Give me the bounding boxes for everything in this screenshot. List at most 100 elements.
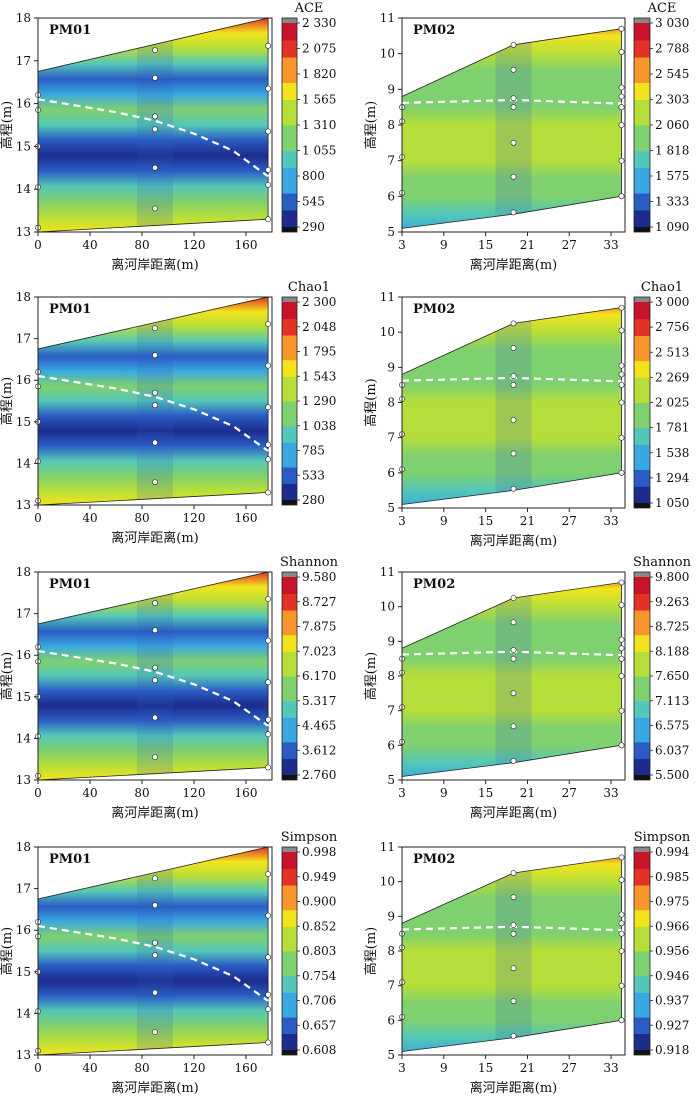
colorbar-band [282, 676, 297, 685]
contour-field [402, 582, 622, 777]
y-tick-label: 8 [387, 944, 395, 958]
colorbar-band [634, 1025, 650, 1034]
y-tick-label: 10 [380, 325, 395, 339]
x-tick-label: 9 [440, 238, 448, 252]
colorbar-band [634, 659, 650, 669]
sample-point [265, 166, 271, 173]
contour-wedge [495, 857, 532, 1052]
sample-point [510, 345, 517, 351]
y-tick-label: 8 [387, 118, 395, 132]
colorbar-band [282, 417, 297, 427]
colorbar-tick-label: 0.927 [655, 1018, 689, 1032]
x-tick-label: 27 [562, 1061, 577, 1075]
colorbar-tick-label: 2 060 [655, 118, 689, 132]
colorbar-band [634, 402, 650, 412]
colorbar-band [634, 133, 650, 143]
x-tick-label: 15 [478, 1061, 493, 1075]
colorbar-tick-label: 545 [302, 195, 325, 209]
y-tick-label: 18 [16, 840, 31, 854]
colorbar-band [634, 893, 650, 902]
sample-point [510, 1033, 517, 1039]
colorbar-tick-label: 1 290 [302, 394, 336, 408]
colorbar-band [282, 210, 297, 219]
y-tick-label: 16 [16, 648, 31, 662]
panel-pm02-ace: 3 9 15 21 27 33 5 6 7 8 9 10 11 离河岸距离(m) 高程(m) PM02 1 09… [363, 1, 689, 273]
colorbar-band [282, 193, 297, 202]
colorbar-band [634, 626, 650, 636]
colorbar-band [282, 425, 297, 435]
y-tick-label: 13 [16, 498, 31, 512]
colorbar-band [282, 467, 297, 476]
x-tick-label: 33 [603, 1061, 618, 1075]
colorbar-band [282, 133, 297, 143]
colorbar-band [634, 742, 650, 751]
y-tick-label: 6 [387, 466, 395, 480]
colorbar-band [282, 384, 297, 394]
colorbar-band [634, 926, 650, 935]
y-axis-label: 高程(m) [0, 101, 15, 149]
colorbar-band [282, 893, 297, 902]
x-tick-label: 0 [34, 511, 42, 525]
y-tick-label: 16 [16, 97, 31, 111]
colorbar-title: Simpson [281, 830, 338, 845]
colorbar-band [282, 409, 297, 418]
contour-wedge [495, 582, 532, 777]
sample-point [265, 731, 271, 738]
colorbar-band [634, 1017, 650, 1026]
sample-point [152, 754, 158, 760]
x-tick-label: 3 [398, 238, 406, 252]
sample-point [618, 636, 625, 643]
colorbar-band [634, 218, 650, 228]
sample-point [618, 104, 625, 111]
sample-point [510, 104, 517, 111]
colorbar-band [282, 733, 297, 743]
sample-point [510, 66, 517, 73]
colorbar-band [282, 934, 297, 944]
colorbar-tick-label: 2 075 [302, 42, 336, 56]
water-level-line [37, 374, 269, 452]
x-axis-label: 离河岸距离(m) [111, 530, 198, 546]
sample-point [510, 450, 517, 457]
colorbar-band [634, 23, 650, 32]
colorbar-tick-label: 5.317 [302, 694, 336, 708]
colorbar-tick-label: 9.580 [302, 570, 336, 584]
colorbar-band [634, 193, 650, 202]
colorbar-band [282, 176, 297, 185]
colorbar-band [282, 91, 297, 100]
colorbar-band [634, 444, 650, 454]
colorbar-band [634, 461, 650, 471]
colorbar-band [634, 31, 650, 41]
sample-point [618, 673, 625, 679]
sample-point [152, 952, 158, 959]
colorbar-band [282, 1008, 297, 1018]
colorbar-band [282, 57, 297, 66]
colorbar-band [634, 436, 650, 445]
panel-label: PM01 [49, 302, 91, 317]
colorbar-tick-label: 2 025 [655, 396, 689, 410]
colorbar-tick-label: 785 [302, 444, 325, 458]
colorbar-band [282, 909, 297, 919]
colorbar-band [282, 40, 297, 49]
colorbar-tick-label: 0.608 [302, 1043, 336, 1057]
colorbar-band [282, 1000, 297, 1010]
sample-point [510, 373, 517, 379]
colorbar-band [282, 1025, 297, 1034]
colorbar-band [282, 618, 297, 627]
sample-point [618, 742, 625, 749]
colorbar-overflow-cap [634, 18, 650, 23]
sample-point [265, 1039, 271, 1046]
plot-frame [37, 296, 273, 506]
sample-point [510, 758, 517, 764]
sample-point [152, 664, 158, 671]
colorbar-tick-label: 3.612 [302, 743, 336, 757]
sample-point [618, 645, 625, 652]
colorbar-tick-label: 290 [302, 220, 325, 234]
colorbar-tick-label: 0.803 [302, 944, 336, 958]
sample-point [265, 441, 271, 448]
sample-point [152, 389, 158, 396]
colorbar-band [634, 909, 650, 919]
y-tick-label: 5 [387, 773, 395, 787]
colorbar-tick-label: 1 090 [655, 220, 689, 234]
x-tick-label: 3 [398, 514, 406, 528]
